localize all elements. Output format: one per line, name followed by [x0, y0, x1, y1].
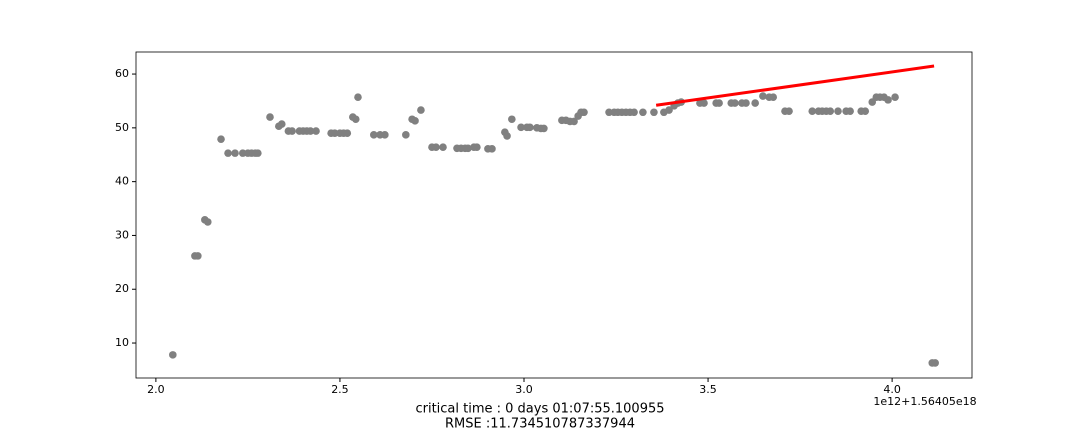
point	[351, 115, 360, 124]
point	[570, 117, 578, 126]
point	[517, 123, 525, 132]
point	[731, 99, 739, 107]
point	[354, 93, 362, 101]
point	[439, 143, 447, 152]
point	[508, 115, 516, 124]
point	[277, 120, 286, 128]
point	[891, 93, 899, 101]
point	[194, 252, 202, 260]
x-tick-label: 3.0	[515, 383, 533, 396]
point	[402, 131, 410, 139]
x-tick-label: 2.5	[331, 383, 349, 396]
x-tick-label: 3.5	[699, 383, 717, 396]
point	[540, 124, 548, 133]
point	[203, 218, 212, 226]
y-tick-label: 30	[115, 228, 129, 241]
point	[217, 135, 225, 143]
x-tick-label: 2.0	[147, 383, 165, 396]
point	[834, 107, 842, 115]
point	[417, 106, 425, 114]
annotation: RMSE :11.734510787337944	[445, 417, 635, 432]
fit-line	[655, 64, 935, 107]
point	[639, 108, 647, 117]
y-tick-label: 40	[115, 175, 129, 188]
point	[861, 107, 870, 115]
point	[526, 123, 534, 132]
point	[266, 113, 274, 121]
point	[381, 131, 389, 139]
x-tick-label: 4.0	[883, 383, 901, 396]
point	[488, 145, 496, 153]
point	[169, 351, 177, 359]
point	[931, 359, 939, 367]
point	[665, 106, 673, 114]
point	[884, 96, 892, 104]
point	[742, 99, 750, 107]
y-tick-label: 50	[115, 121, 129, 134]
point	[826, 107, 835, 115]
point	[700, 99, 708, 107]
x-offset-label: 1e12+1.56405e18	[873, 395, 976, 408]
y-tick-label: 20	[115, 282, 129, 295]
y-tick-label: 10	[115, 336, 129, 349]
point	[370, 131, 378, 139]
point	[759, 92, 767, 100]
point	[254, 149, 262, 157]
point	[231, 149, 239, 157]
point	[306, 127, 315, 135]
point	[411, 117, 419, 125]
point	[432, 143, 440, 152]
point	[473, 143, 481, 152]
point	[464, 144, 472, 153]
annotation: critical time : 0 days 01:07:55.100955	[415, 402, 664, 417]
point	[650, 108, 658, 117]
point	[715, 99, 723, 107]
point	[503, 132, 511, 140]
point	[808, 107, 817, 115]
y-tick-label: 60	[115, 67, 129, 80]
point	[751, 99, 759, 107]
point	[630, 108, 638, 117]
point	[769, 93, 778, 101]
point	[343, 129, 352, 138]
point	[580, 108, 588, 117]
point	[224, 149, 232, 157]
plot-frame	[135, 51, 973, 379]
point	[288, 127, 296, 135]
point	[312, 127, 320, 135]
point	[785, 107, 793, 115]
point	[846, 107, 854, 115]
